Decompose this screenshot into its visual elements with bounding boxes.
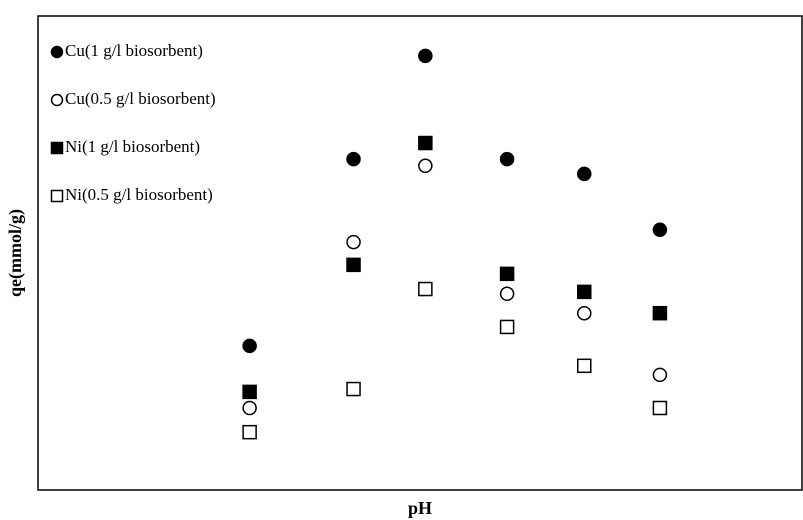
marker xyxy=(418,135,433,151)
legend-label: Ni(1 g/l biosorbent) xyxy=(65,137,200,156)
marker xyxy=(499,151,515,167)
marker xyxy=(499,319,515,335)
marker xyxy=(499,286,515,302)
marker xyxy=(652,222,668,238)
y-axis-label: qe(mmol/g) xyxy=(5,209,26,297)
marker xyxy=(577,284,592,300)
marker xyxy=(577,166,592,182)
legend-label: Cu(0.5 g/l biosorbent) xyxy=(65,89,216,108)
marker xyxy=(652,367,668,383)
legend-marker xyxy=(50,141,64,155)
legend-marker xyxy=(50,45,64,59)
marker xyxy=(499,266,515,282)
marker xyxy=(577,358,592,374)
x-axis-label: pH xyxy=(408,498,432,518)
marker xyxy=(346,151,361,167)
legend-label: Ni(0.5 g/l biosorbent) xyxy=(65,185,213,204)
marker xyxy=(242,384,257,400)
legend-label: Cu(1 g/l biosorbent) xyxy=(65,41,203,60)
marker xyxy=(652,400,668,416)
marker xyxy=(346,234,361,250)
legend-marker xyxy=(50,93,64,107)
marker xyxy=(652,305,668,321)
marker xyxy=(418,281,433,297)
marker xyxy=(346,257,361,273)
marker xyxy=(577,305,592,321)
legend-marker xyxy=(50,189,64,203)
marker xyxy=(418,48,433,64)
marker xyxy=(242,338,257,354)
marker xyxy=(242,424,257,440)
plot-frame xyxy=(37,15,803,491)
marker xyxy=(346,381,361,397)
marker xyxy=(418,158,433,174)
marker xyxy=(242,400,257,416)
